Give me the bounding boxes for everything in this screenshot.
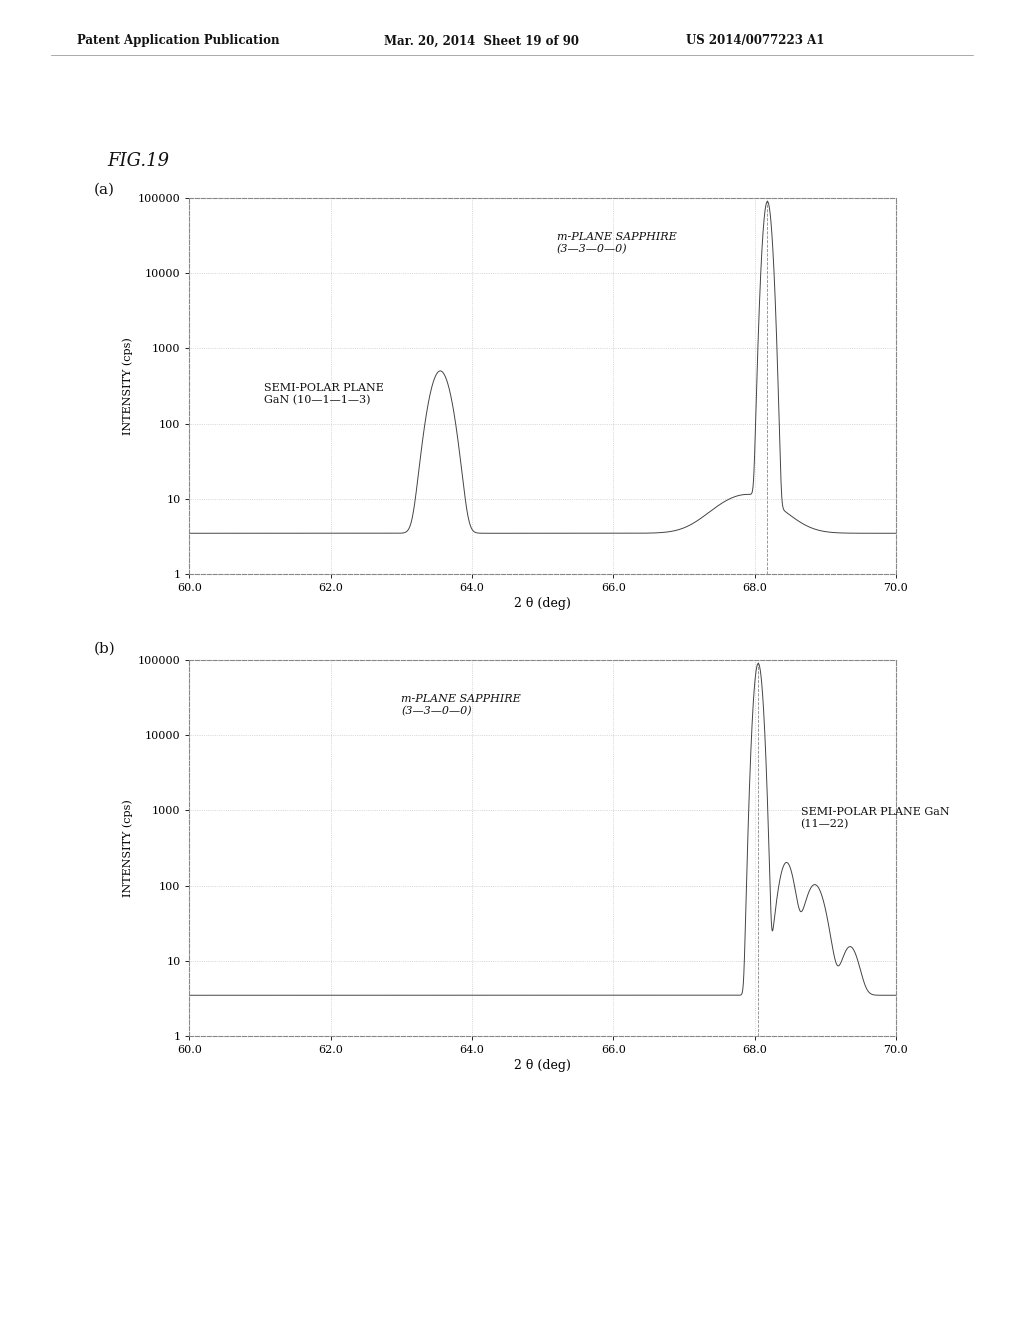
Y-axis label: INTENSITY (cps): INTENSITY (cps) (123, 799, 133, 898)
Text: FIG.19: FIG.19 (108, 152, 170, 170)
Text: US 2014/0077223 A1: US 2014/0077223 A1 (686, 34, 824, 48)
X-axis label: 2 θ (deg): 2 θ (deg) (514, 598, 571, 610)
Text: (b): (b) (94, 642, 116, 656)
X-axis label: 2 θ (deg): 2 θ (deg) (514, 1060, 571, 1072)
Text: (a): (a) (94, 182, 116, 197)
Text: m-PLANE SAPPHIRE
(3—3—0—0): m-PLANE SAPPHIRE (3—3—0—0) (557, 232, 677, 255)
Text: SEMI-POLAR PLANE
GaN (10—1—1—3): SEMI-POLAR PLANE GaN (10—1—1—3) (263, 383, 384, 405)
Text: Patent Application Publication: Patent Application Publication (77, 34, 280, 48)
Text: m-PLANE SAPPHIRE
(3—3—0—0): m-PLANE SAPPHIRE (3—3—0—0) (401, 694, 521, 717)
Y-axis label: INTENSITY (cps): INTENSITY (cps) (123, 337, 133, 436)
Text: SEMI-POLAR PLANE GaN
(11—22): SEMI-POLAR PLANE GaN (11—22) (801, 807, 949, 829)
Text: Mar. 20, 2014  Sheet 19 of 90: Mar. 20, 2014 Sheet 19 of 90 (384, 34, 579, 48)
